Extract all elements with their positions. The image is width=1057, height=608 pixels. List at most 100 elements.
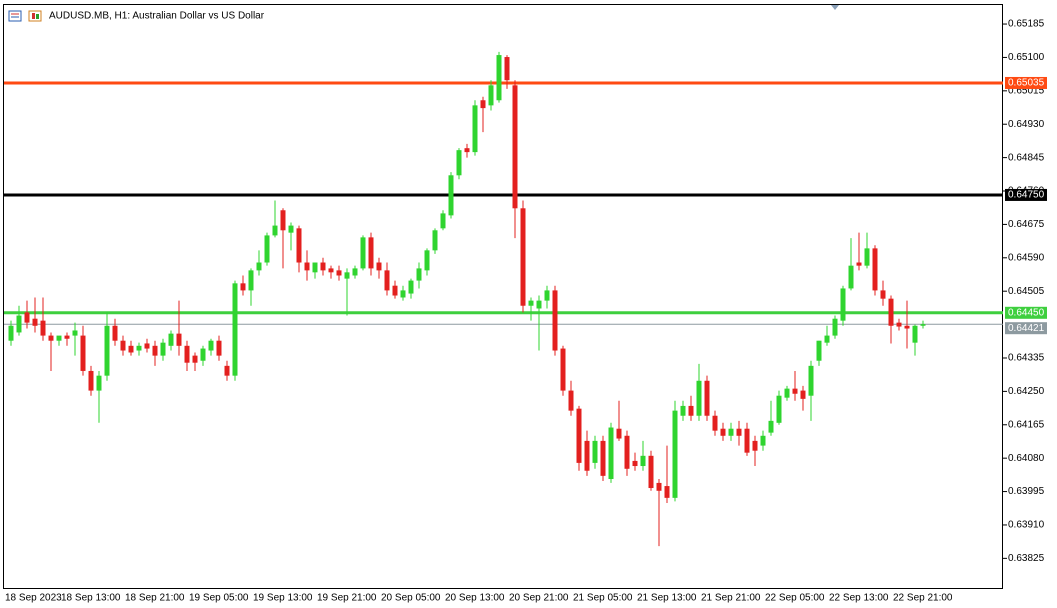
candle-body [464,148,470,153]
candle-body [104,325,110,376]
x-tick-label: 22 Sep 05:00 [765,593,825,604]
candle-body [336,270,342,276]
candle-body [384,270,390,291]
candle-body [232,283,238,376]
price-box [1005,322,1047,335]
candle-body [320,262,326,271]
candle-body [648,455,654,489]
candle-body [856,262,862,266]
candle-body [8,325,14,341]
y-tick-label: 0.64590 [1008,252,1045,263]
candle-body [584,440,590,471]
y-tick-label: 0.65015 [1008,85,1045,96]
candle-body [304,262,310,271]
candle-body [912,325,918,343]
price-box [1005,188,1047,201]
candle-body [720,428,726,436]
y-tick-label: 0.64165 [1008,419,1045,430]
candle-body [256,262,262,271]
candle-body [168,333,174,346]
candle-body [400,290,406,298]
candle-body [544,290,550,301]
candle-body [632,460,638,467]
candle-body [280,210,286,231]
candle-body [272,225,278,236]
candle-body [792,388,798,394]
candle-body [680,405,686,416]
candle-body [664,486,670,498]
candle-body [824,335,830,343]
y-tick-label: 0.64335 [1008,353,1045,364]
price-box-label: 0.64421 [1008,323,1045,334]
candle-body [504,57,510,81]
candle-body [744,428,750,453]
y-tick-label: 0.64505 [1008,286,1045,297]
candle-body [920,324,926,326]
candle-body [864,248,870,266]
y-tick-label: 0.65185 [1008,19,1045,30]
candle-body [712,415,718,431]
candle-body [592,440,598,463]
candle-body [416,268,422,281]
candle-body [296,228,302,263]
y-tick-label: 0.63825 [1008,553,1045,564]
candle-body [704,380,710,416]
candle-body [56,335,62,341]
candle-body [904,325,910,329]
candle-body [152,345,158,356]
x-tick-label: 22 Sep 13:00 [829,593,889,604]
x-tick-label: 20 Sep 05:00 [381,593,441,604]
price-box-label: 0.64450 [1008,307,1045,318]
candle-body [800,390,806,399]
candle-body [288,225,294,233]
candle-body [328,268,334,273]
candle-body [40,320,46,336]
price-box [1005,76,1047,89]
candle-body [360,237,366,269]
candle-body [888,298,894,326]
candle-body [368,237,374,269]
window-icons [8,10,42,22]
candle-body [184,345,190,363]
y-tick-label: 0.63910 [1008,520,1045,531]
candle-body [816,340,822,361]
candle-body [472,105,478,153]
icon-bar [36,14,39,19]
candle-body [128,345,134,353]
candle-body [656,482,662,491]
y-tick-label: 0.65100 [1008,52,1045,63]
y-tick-label: 0.63995 [1008,486,1045,497]
candle-body [456,150,462,176]
x-tick-label: 18 Sep 13:00 [61,593,121,604]
candle-body [376,262,382,271]
candle-body [72,330,78,336]
y-tick-label: 0.64250 [1008,386,1045,397]
candle-body [96,375,102,391]
candle-body [352,268,358,276]
candle-body [440,213,446,229]
candle-body [488,85,494,106]
candle-body [760,435,766,446]
x-tick-label: 21 Sep 13:00 [637,593,697,604]
candle-body [896,322,902,327]
candle-body [424,250,430,271]
candle-body [480,100,486,109]
y-tick-label: 0.64845 [1008,152,1045,163]
icon [8,10,22,22]
icon-bar [32,13,35,19]
candle-body [728,428,734,436]
candle-body [48,335,54,341]
candle-body [768,420,774,433]
candle-body [640,455,646,467]
candle-body [776,395,782,423]
candle-body [752,440,758,451]
candle-body [600,440,606,476]
y-tick-label: 0.64080 [1008,453,1045,464]
candle-body [560,348,566,391]
candle-body [568,390,574,411]
candle-body [880,290,886,299]
candle-body [784,388,790,398]
candle-body [552,290,558,351]
price-box-label: 0.65035 [1008,78,1045,89]
